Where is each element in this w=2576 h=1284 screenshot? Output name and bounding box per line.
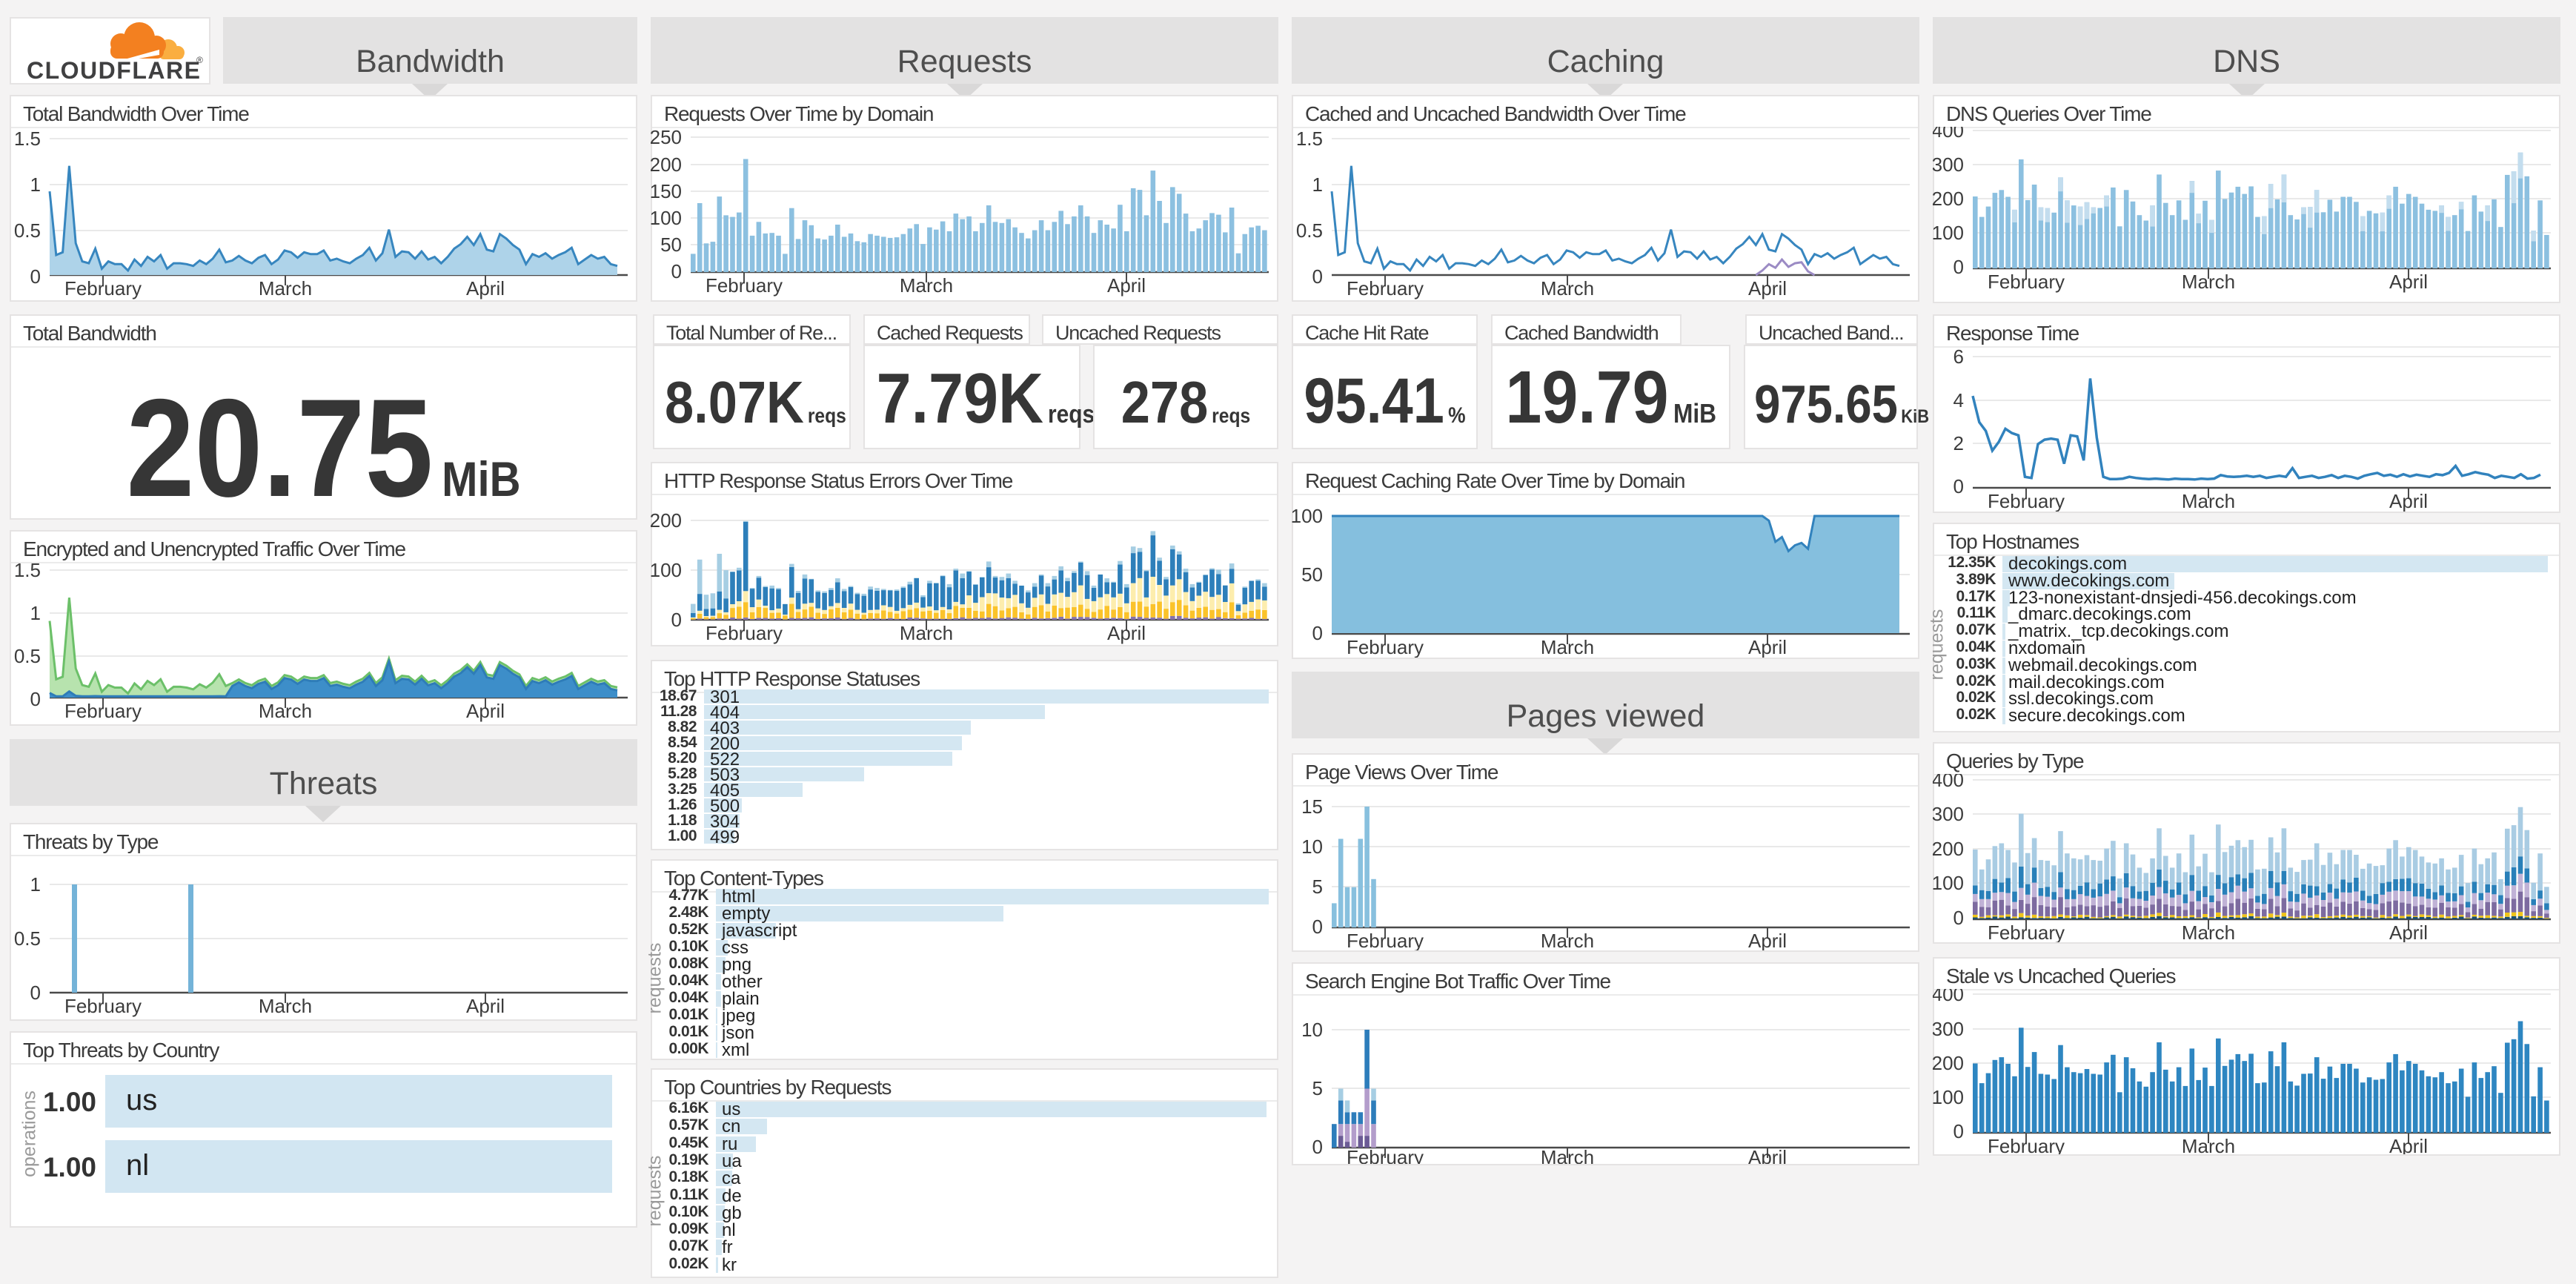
svg-text:April: April xyxy=(1748,277,1787,300)
svg-text:10: 10 xyxy=(1301,835,1323,858)
svg-text:0: 0 xyxy=(1312,622,1323,644)
svg-text:February: February xyxy=(1347,930,1424,950)
svg-text:400: 400 xyxy=(1933,774,1964,791)
svg-text:5: 5 xyxy=(1312,1077,1323,1099)
svg-text:400: 400 xyxy=(1933,127,1964,142)
svg-text:March: March xyxy=(2182,271,2235,293)
svg-text:100: 100 xyxy=(1933,872,1964,894)
svg-text:®: ® xyxy=(196,55,203,65)
svg-text:March: March xyxy=(900,274,953,297)
svg-text:April: April xyxy=(466,995,505,1017)
svg-text:100: 100 xyxy=(1933,1086,1964,1108)
svg-text:February: February xyxy=(706,274,783,297)
svg-text:100: 100 xyxy=(1292,505,1323,527)
svg-text:0: 0 xyxy=(671,260,682,282)
svg-text:1.5: 1.5 xyxy=(1296,128,1323,150)
svg-text:April: April xyxy=(1748,1146,1787,1164)
svg-text:50: 50 xyxy=(1301,563,1323,586)
svg-text:March: March xyxy=(259,277,312,300)
svg-text:250: 250 xyxy=(651,127,682,148)
svg-text:February: February xyxy=(1988,490,2065,512)
svg-text:1: 1 xyxy=(30,173,41,196)
svg-text:0: 0 xyxy=(1953,475,1964,497)
svg-text:200: 200 xyxy=(651,509,682,532)
svg-text:50: 50 xyxy=(660,234,682,256)
svg-text:0.5: 0.5 xyxy=(14,219,41,242)
svg-text:April: April xyxy=(2389,271,2428,293)
svg-text:100: 100 xyxy=(651,207,682,229)
svg-text:March: March xyxy=(259,995,312,1017)
svg-text:400: 400 xyxy=(1933,989,1964,1005)
svg-text:1: 1 xyxy=(30,873,41,896)
svg-text:February: February xyxy=(1347,1146,1424,1164)
svg-text:March: March xyxy=(2182,921,2235,942)
svg-text:March: March xyxy=(1541,930,1594,950)
svg-text:February: February xyxy=(64,995,142,1017)
svg-text:April: April xyxy=(1107,622,1146,644)
svg-text:0: 0 xyxy=(1312,265,1323,288)
svg-text:March: March xyxy=(900,622,953,644)
svg-text:CLOUDFLARE: CLOUDFLARE xyxy=(27,57,201,83)
svg-text:0.5: 0.5 xyxy=(14,927,41,950)
svg-text:0: 0 xyxy=(30,265,41,288)
svg-text:March: March xyxy=(259,700,312,722)
svg-text:1: 1 xyxy=(30,602,41,624)
svg-text:300: 300 xyxy=(1933,1018,1964,1040)
svg-text:150: 150 xyxy=(651,180,682,202)
svg-text:100: 100 xyxy=(651,559,682,581)
svg-text:February: February xyxy=(1988,271,2065,293)
svg-text:0: 0 xyxy=(30,982,41,1004)
svg-text:February: February xyxy=(64,700,142,722)
svg-text:15: 15 xyxy=(1301,795,1323,818)
svg-text:April: April xyxy=(2389,490,2428,512)
svg-text:April: April xyxy=(2389,921,2428,942)
svg-text:1.5: 1.5 xyxy=(14,128,41,150)
svg-text:February: February xyxy=(706,622,783,644)
svg-text:0.5: 0.5 xyxy=(14,645,41,667)
svg-text:April: April xyxy=(1107,274,1146,297)
svg-text:300: 300 xyxy=(1933,153,1964,176)
svg-text:1.5: 1.5 xyxy=(14,562,41,581)
svg-text:200: 200 xyxy=(1933,838,1964,860)
svg-text:March: March xyxy=(2182,1135,2235,1154)
svg-text:0: 0 xyxy=(1953,256,1964,278)
svg-text:0.5: 0.5 xyxy=(1296,219,1323,242)
svg-text:1: 1 xyxy=(1312,173,1323,196)
svg-text:2: 2 xyxy=(1953,432,1964,454)
svg-text:April: April xyxy=(466,700,505,722)
svg-text:5: 5 xyxy=(1312,876,1323,898)
svg-text:April: April xyxy=(466,277,505,300)
svg-text:April: April xyxy=(1748,636,1787,658)
svg-text:0: 0 xyxy=(30,688,41,710)
svg-text:200: 200 xyxy=(1933,1052,1964,1074)
svg-text:April: April xyxy=(2389,1135,2428,1154)
svg-text:200: 200 xyxy=(1933,188,1964,210)
svg-text:200: 200 xyxy=(651,153,682,176)
svg-text:March: March xyxy=(1541,1146,1594,1164)
svg-text:300: 300 xyxy=(1933,803,1964,825)
svg-text:February: February xyxy=(1988,921,2065,942)
svg-text:0: 0 xyxy=(1953,1120,1964,1142)
svg-text:0: 0 xyxy=(1953,907,1964,929)
svg-text:February: February xyxy=(1988,1135,2065,1154)
svg-text:0: 0 xyxy=(1312,1136,1323,1158)
svg-text:February: February xyxy=(1347,277,1424,300)
svg-text:March: March xyxy=(2182,490,2235,512)
svg-text:February: February xyxy=(64,277,142,300)
svg-text:10: 10 xyxy=(1301,1019,1323,1041)
svg-text:4: 4 xyxy=(1953,389,1964,411)
svg-text:0: 0 xyxy=(1312,916,1323,938)
svg-text:March: March xyxy=(1541,277,1594,300)
svg-text:March: March xyxy=(1541,636,1594,658)
svg-text:100: 100 xyxy=(1933,222,1964,244)
svg-text:April: April xyxy=(1748,930,1787,950)
svg-text:0: 0 xyxy=(671,609,682,631)
svg-text:February: February xyxy=(1347,636,1424,658)
svg-text:6: 6 xyxy=(1953,346,1964,368)
